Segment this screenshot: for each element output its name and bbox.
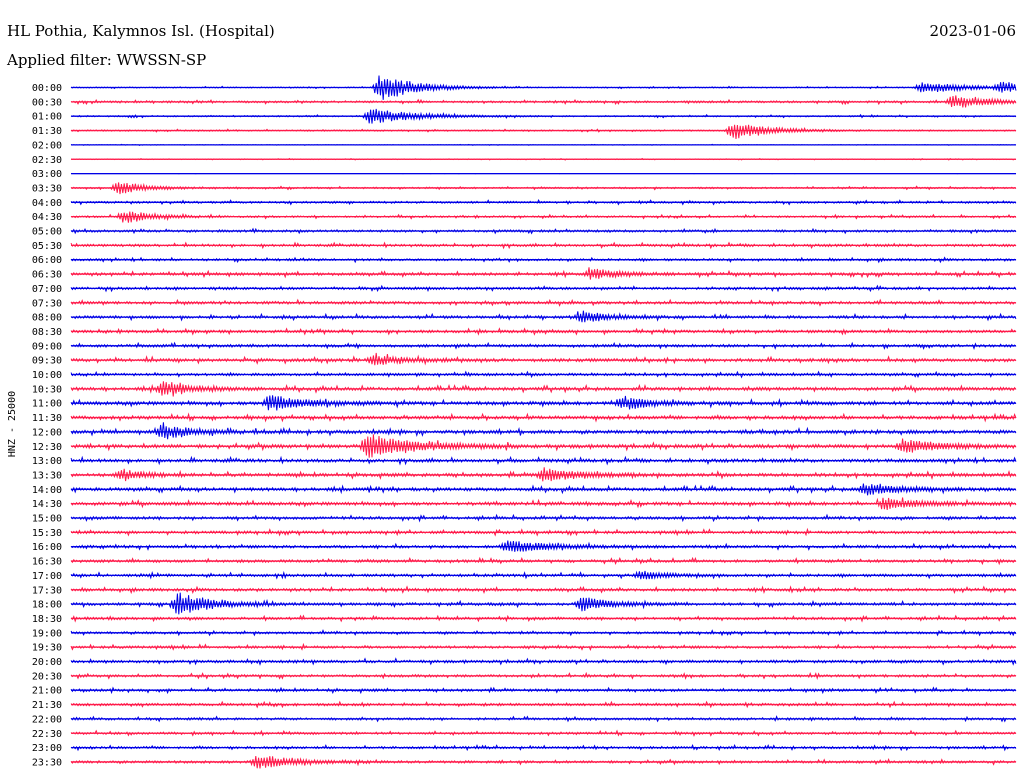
row-label: 20:00 — [32, 657, 62, 668]
row-label: 08:30 — [32, 327, 62, 338]
row-label: 06:00 — [32, 255, 62, 266]
row-label: 19:00 — [32, 628, 62, 639]
row-label: 17:30 — [32, 585, 62, 596]
row-label: 01:00 — [32, 112, 62, 123]
row-time-labels: 00:00 00:30 01:00 01:30 02:00 02:30 03:00 03:30… — [32, 83, 62, 768]
row-label: 22:30 — [32, 729, 62, 740]
row-label: 21:30 — [32, 700, 62, 711]
row-label: 16:00 — [32, 542, 62, 553]
row-label: 20:30 — [32, 671, 62, 682]
row-label: 09:00 — [32, 341, 62, 352]
row-label: 04:30 — [32, 212, 62, 223]
row-label: 13:30 — [32, 470, 62, 481]
record-date: 2023-01-06 — [930, 22, 1016, 40]
row-label: 15:30 — [32, 528, 62, 539]
seismic-traces — [70, 75, 1017, 769]
row-label: 12:30 — [32, 442, 62, 453]
row-label: 21:00 — [32, 686, 62, 697]
row-label: 02:00 — [32, 140, 62, 151]
row-label: 05:30 — [32, 241, 62, 252]
row-label: 05:00 — [32, 227, 62, 238]
row-label: 14:30 — [32, 499, 62, 510]
row-label: 16:30 — [32, 557, 62, 568]
row-label: 03:30 — [32, 183, 62, 194]
row-label: 12:00 — [32, 427, 62, 438]
row-label: 19:30 — [32, 643, 62, 654]
row-label: 00:00 — [32, 83, 62, 94]
row-label: 03:00 — [32, 169, 62, 180]
row-label: 18:00 — [32, 600, 62, 611]
row-label: 06:30 — [32, 270, 62, 281]
row-label: 02:30 — [32, 155, 62, 166]
row-label: 09:30 — [32, 356, 62, 367]
row-label: 08:00 — [32, 313, 62, 324]
trace-row-1200 — [70, 422, 1017, 440]
row-label: 07:00 — [32, 284, 62, 295]
row-label: 11:30 — [32, 413, 62, 424]
row-label: 15:00 — [32, 514, 62, 525]
y-axis-label: HNZ - 25000 — [7, 391, 18, 457]
row-label: 13:00 — [32, 456, 62, 467]
row-label: 04:00 — [32, 198, 62, 209]
row-label: 23:30 — [32, 757, 62, 768]
trace-row-0130 — [70, 124, 1017, 139]
row-label: 10:00 — [32, 370, 62, 381]
filter-label: Applied filter: WWSSN-SP — [6, 51, 206, 69]
trace-row-0930 — [70, 352, 1017, 366]
station-title: HL Pothia, Kalymnos Isl. (Hospital) — [7, 22, 275, 40]
row-label: 10:30 — [32, 384, 62, 395]
row-label: 22:00 — [32, 714, 62, 725]
row-label: 17:00 — [32, 571, 62, 582]
row-label: 18:30 — [32, 614, 62, 625]
row-label: 00:30 — [32, 97, 62, 108]
trace-row-0800 — [70, 310, 1017, 323]
row-label: 11:00 — [32, 399, 62, 410]
row-label: 01:30 — [32, 126, 62, 137]
row-label: 23:00 — [32, 743, 62, 754]
row-label: 14:00 — [32, 485, 62, 496]
row-label: 07:30 — [32, 298, 62, 309]
